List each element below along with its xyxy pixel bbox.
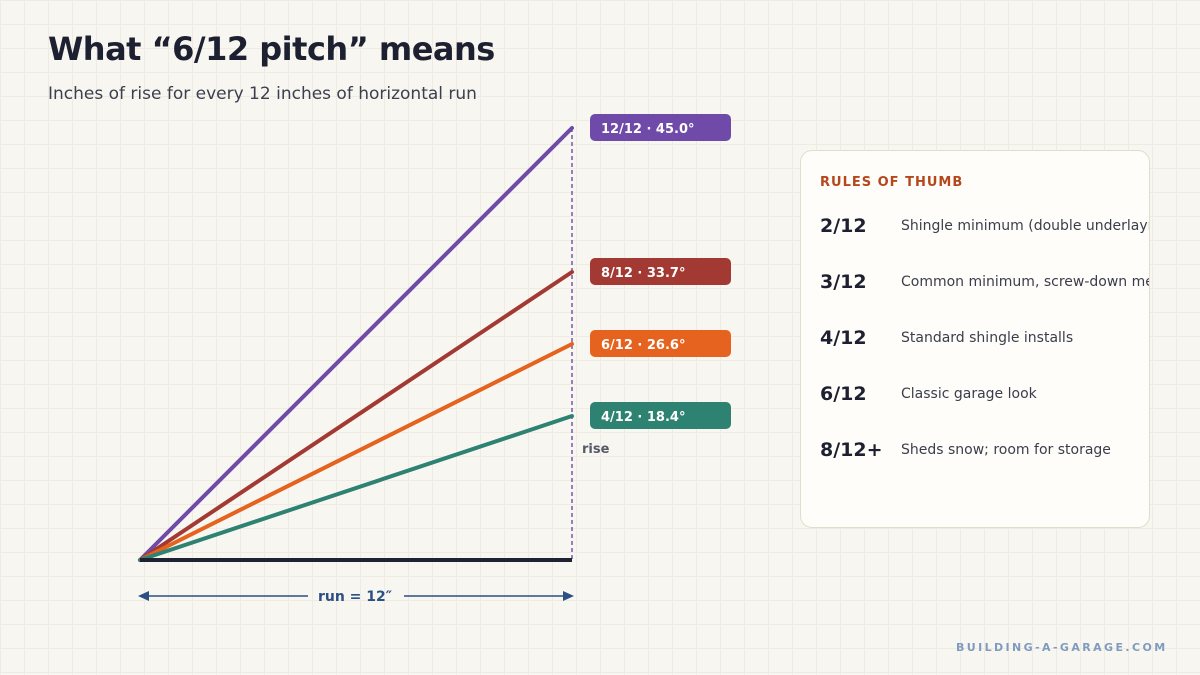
arrowhead-left-icon: [138, 591, 149, 601]
page-subtitle: Inches of rise for every 12 inches of ho…: [48, 84, 477, 104]
rule-row: 4/12 Standard shingle installs: [820, 327, 1149, 353]
pitch-line-6-12: [138, 342, 574, 562]
rule-row: 2/12 Shingle minimum (double underlaymen…: [820, 215, 1149, 241]
rule-row: 8/12+ Sheds snow; room for storage: [820, 439, 1149, 465]
arrowhead-right-icon: [563, 591, 574, 601]
pitch-label-text: 6/12 · 26.6°: [601, 338, 685, 353]
pitch-line-8-12: [138, 270, 574, 562]
run-label: run = 12″: [318, 589, 392, 605]
rule-description: Sheds snow; room for storage: [901, 442, 1111, 458]
footer-site-url: BUILDING-A-GARAGE.COM: [956, 641, 1168, 654]
pitch-label-badge: [590, 258, 731, 285]
rule-row: 6/12 Classic garage look: [820, 383, 1149, 409]
pitch-label-badge: [590, 330, 731, 357]
rules-of-thumb-card: RULES OF THUMB 2/12 Shingle minimum (dou…: [800, 150, 1150, 528]
pitch-diagram: 12/12 · 45.0° 8/12 · 33.7° 6/12 · 26.6° 4/1…: [138, 114, 731, 605]
pitch-label-text: 4/12 · 18.4°: [601, 410, 685, 425]
rise-label: rise: [582, 442, 610, 457]
rule-description: Shingle minimum (double underlayment): [901, 218, 1149, 234]
pitch-label-text: 12/12 · 45.0°: [601, 122, 695, 137]
rule-pitch: 3/12: [820, 271, 867, 293]
rule-row: 3/12 Common minimum, screw-down metal: [820, 271, 1150, 297]
pitch-line-12-12: [138, 126, 574, 562]
pitch-label-badge: [590, 114, 731, 141]
pitch-label-text: 8/12 · 33.7°: [601, 266, 685, 281]
rule-pitch: 2/12: [820, 215, 867, 237]
rules-heading: RULES OF THUMB: [820, 175, 964, 190]
rule-description: Standard shingle installs: [901, 330, 1074, 346]
pitch-line-4-12: [138, 414, 574, 562]
rule-pitch: 8/12+: [820, 439, 883, 461]
rule-pitch: 6/12: [820, 383, 867, 405]
page-title: What “6/12 pitch” means: [48, 30, 495, 68]
pitch-label-badge: [590, 402, 731, 429]
rule-pitch: 4/12: [820, 327, 867, 349]
rule-description: Classic garage look: [901, 386, 1037, 402]
rule-description: Common minimum, screw-down metal: [901, 274, 1150, 290]
